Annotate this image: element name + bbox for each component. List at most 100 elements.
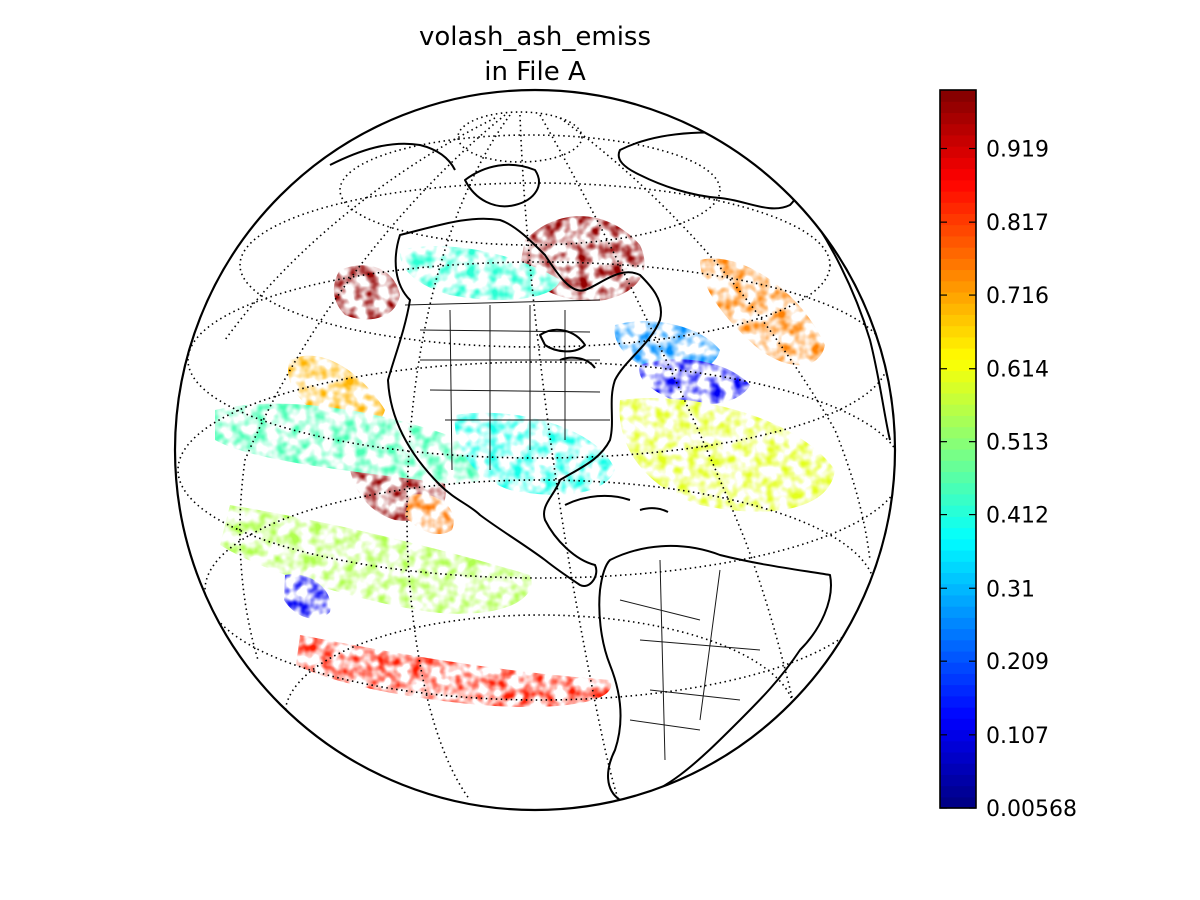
colorbar-band (940, 202, 976, 215)
colorbar-tick-label: 0.00568 (986, 797, 1077, 822)
colorbar-band (940, 673, 976, 686)
colorbar-band (940, 359, 976, 372)
colorbar-tick-label: 0.412 (986, 504, 1049, 529)
colorbar-tick-label: 0.513 (986, 431, 1049, 456)
colorbar-band (940, 190, 976, 203)
colorbar-band (940, 426, 976, 439)
colorbar-band (940, 505, 976, 517)
colorbar-band (940, 482, 976, 495)
colorbar-band (940, 695, 976, 708)
colorbar-band (940, 617, 976, 630)
caribbean-islands (564, 494, 669, 513)
colorbar-band (940, 729, 976, 742)
field-patch (405, 494, 454, 535)
data-field (215, 216, 835, 708)
colorbar-band (940, 527, 976, 540)
map-title-line-1: volash_ash_emiss (419, 22, 651, 52)
colorbar-tick-label: 0.614 (986, 358, 1049, 383)
globe-map (173, 88, 897, 812)
field-patch (700, 258, 825, 366)
colorbar-band (940, 348, 976, 360)
colorbar-tick-label: 0.209 (986, 650, 1049, 675)
arctic-islands-outline (464, 163, 540, 208)
field-patch (399, 246, 560, 300)
south-america-outline (598, 545, 832, 801)
north-america-outline (387, 217, 662, 587)
colorbar-band (940, 684, 976, 697)
field-patch (215, 403, 504, 484)
colorbar-band (940, 449, 976, 461)
colorbar-band (940, 224, 976, 237)
colorbar-band (940, 583, 976, 596)
colorbar-band (940, 471, 976, 484)
colorbar-band (940, 392, 976, 405)
colorbar-tick-label: 0.817 (986, 211, 1049, 236)
colorbar-band (940, 662, 976, 674)
colorbar-band (940, 763, 976, 775)
field-patch (296, 635, 612, 708)
colorbar-band (940, 303, 976, 315)
colorbar-band (940, 707, 976, 719)
colorbar-tick-label: 0.107 (986, 724, 1049, 749)
arctic-coast (329, 142, 456, 171)
colorbar-band (940, 370, 976, 383)
colorbar-band (940, 280, 976, 293)
colorbar-band (940, 291, 976, 304)
colorbar-band (940, 628, 976, 641)
colorbar-band (940, 179, 976, 192)
colorbar-band (940, 213, 976, 226)
colorbar-band (940, 336, 976, 349)
colorbar-band (940, 235, 976, 248)
colorbar-band (940, 718, 976, 731)
colorbar-bands (940, 90, 976, 809)
political-boundaries (404, 299, 761, 761)
field-patch (619, 398, 835, 512)
great-lakes (539, 328, 596, 369)
colorbar-band (940, 437, 976, 450)
colorbar-band (940, 538, 976, 551)
colorbar-band (940, 639, 976, 652)
colorbar-band (940, 785, 976, 798)
field-patch (639, 359, 750, 405)
colorbar-band (940, 740, 976, 753)
colorbar-band (940, 314, 976, 327)
field-patch (220, 505, 532, 614)
colorbar-band (940, 90, 976, 102)
colorbar-band (940, 112, 976, 125)
colorbar-ticks: 0.00568 0.107 0.209 0.31 0.412 0.513 0.614 0.71… (940, 137, 1077, 822)
colorbar-band (940, 774, 976, 787)
colorbar-band (940, 123, 976, 136)
colorbar-band (940, 146, 976, 158)
colorbar-band (940, 404, 976, 416)
colorbar-band (940, 572, 976, 585)
colorbar-band (940, 751, 976, 764)
colorbar-band (940, 258, 976, 271)
colorbar-tick-label: 0.31 (986, 577, 1035, 602)
colorbar-frame (939, 89, 977, 809)
colorbar-tick-label: 0.716 (986, 284, 1049, 309)
colorbar-band (940, 157, 976, 170)
colorbar-band (940, 606, 976, 618)
colorbar: 0.00568 0.107 0.209 0.31 0.412 0.513 0.614 0.71… (939, 89, 1077, 822)
colorbar-band (940, 325, 976, 338)
colorbar-band (940, 168, 976, 181)
colorbar-band (940, 594, 976, 607)
colorbar-band (940, 516, 976, 529)
colorbar-band (940, 247, 976, 259)
colorbar-band (940, 796, 976, 809)
map-title-line-2: in File A (484, 57, 586, 87)
colorbar-band (940, 549, 976, 562)
colorbar-band (940, 650, 976, 663)
field-patch (454, 412, 615, 495)
colorbar-band (940, 269, 976, 282)
globe-border (173, 88, 897, 812)
colorbar-band (940, 381, 976, 394)
field-patch (284, 574, 331, 619)
colorbar-band (940, 415, 976, 428)
colorbar-band (940, 493, 976, 506)
colorbar-band (940, 561, 976, 574)
colorbar-band (940, 101, 976, 114)
colorbar-band (940, 460, 976, 473)
colorbar-band (940, 134, 976, 147)
